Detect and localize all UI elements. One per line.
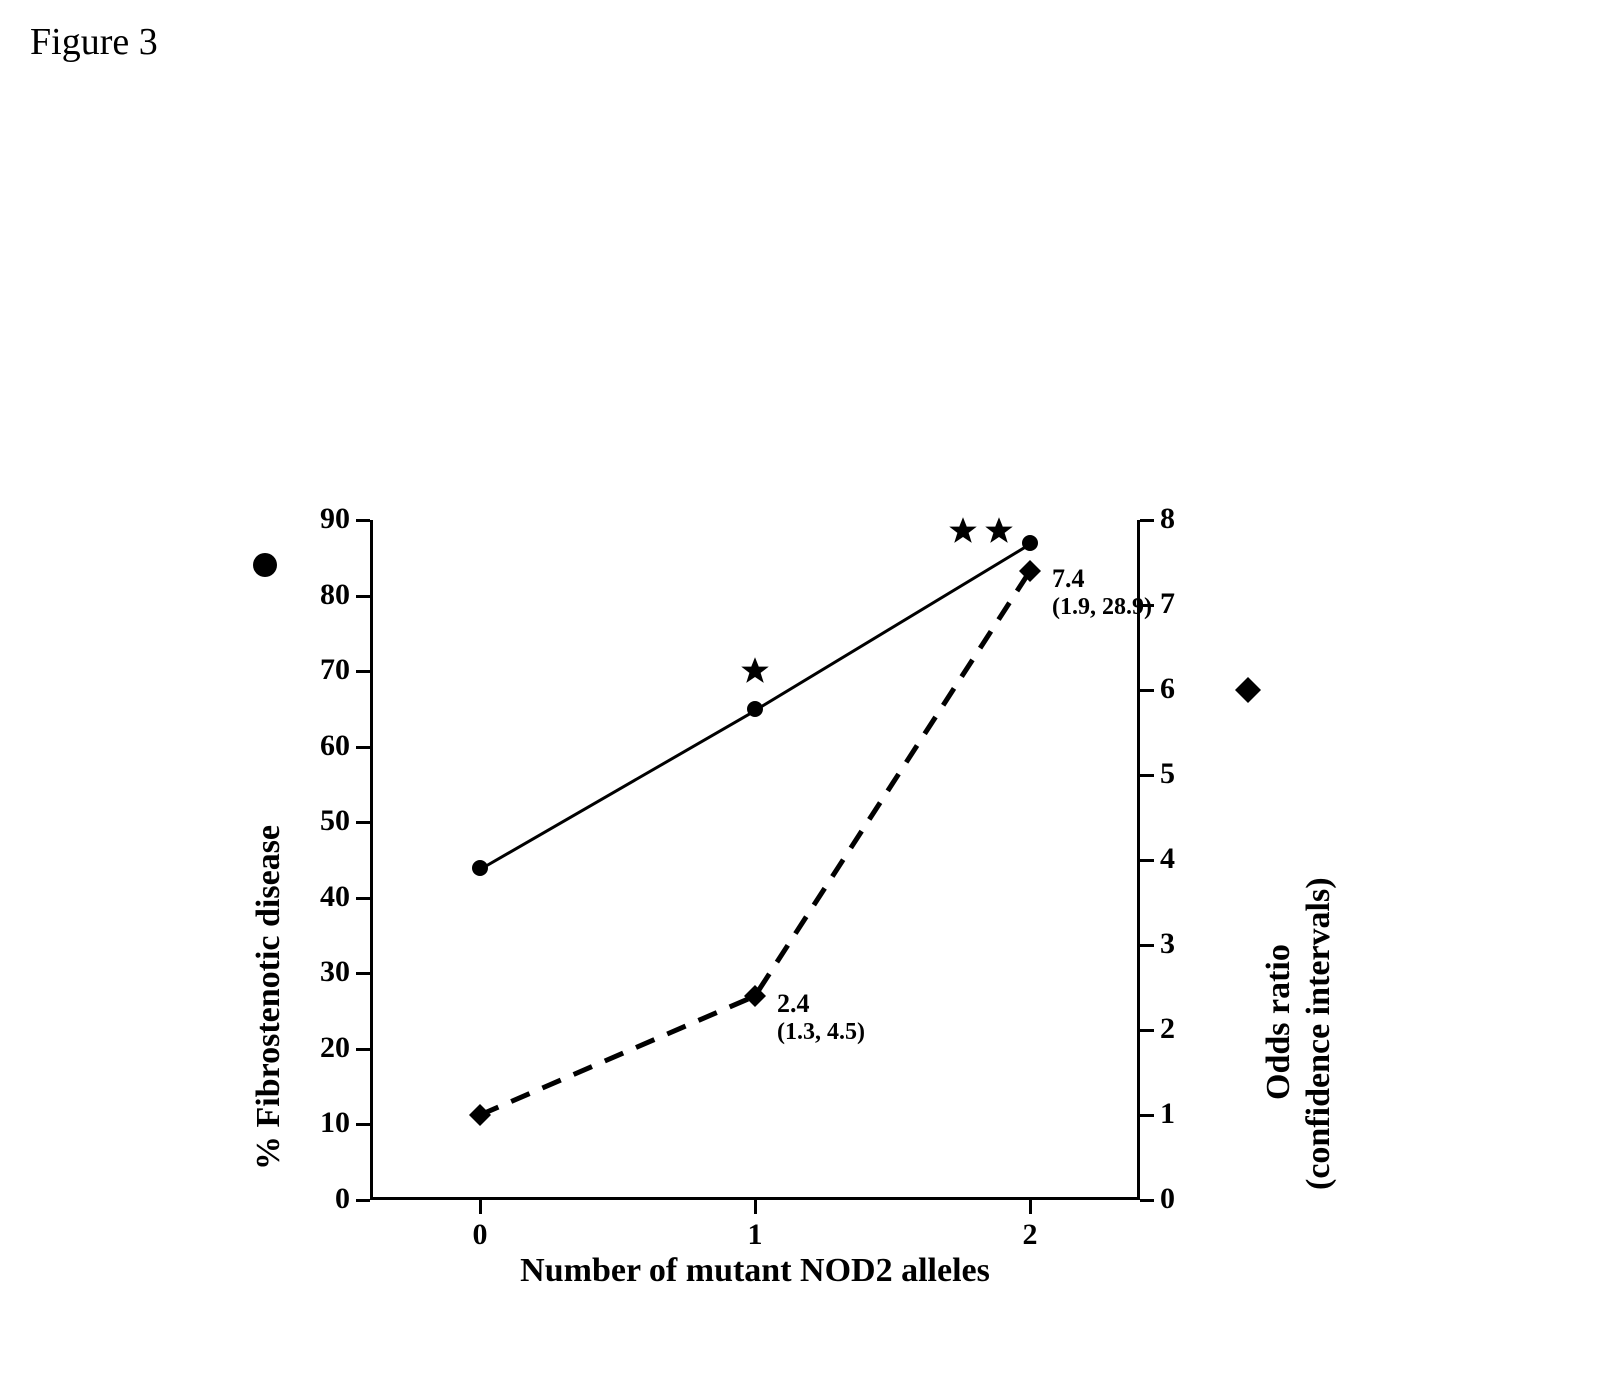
x-tick [479,1200,482,1214]
significance-star-icon [948,516,978,546]
y-right-tick-label: 7 [1160,587,1175,621]
y-left-tick-label: 70 [290,653,350,687]
y-left-tick [356,670,370,673]
y-left-tick-label: 0 [290,1182,350,1216]
y-right-tick [1140,859,1154,862]
y-right-tick [1140,519,1154,522]
y-left-legend-circle-icon [253,553,277,577]
y-right-tick-label: 3 [1160,927,1175,961]
y-right-tick [1140,1199,1154,1202]
y-left-tick-label: 50 [290,804,350,838]
significance-star-icon [740,656,770,686]
y-left-tick [356,897,370,900]
y-left-tick [356,595,370,598]
y-left-tick [356,1123,370,1126]
y-right-tick [1140,944,1154,947]
y-right-tick [1140,1029,1154,1032]
y-right-tick-label: 4 [1160,842,1175,876]
y-right-tick-label: 8 [1160,502,1175,536]
chart-plot-area: 0102030405060708090012345678012Number of… [370,520,1140,1200]
y-right-axis-title-line2: (confidence intervals) [1300,877,1338,1190]
x-axis-title: Number of mutant NOD2 alleles [475,1252,1035,1290]
y-right-axis-title-line1: Odds ratio [1260,944,1298,1100]
x-tick [1029,1200,1032,1214]
y-left-tick [356,972,370,975]
y-right-tick [1140,689,1154,692]
x-tick-label: 0 [460,1218,500,1252]
y-left-tick [356,1048,370,1051]
y-right-tick-label: 6 [1160,672,1175,706]
y-right-legend-diamond-icon [1235,677,1261,703]
y-left-tick [356,519,370,522]
x-tick [754,1200,757,1214]
y-left-tick-label: 30 [290,955,350,989]
odds-ratio-annotation: 2.4(1.3, 4.5) [777,990,865,1045]
y-right-tick-label: 1 [1160,1097,1175,1131]
y-right-tick [1140,1114,1154,1117]
y-left-tick-label: 90 [290,502,350,536]
x-tick-label: 2 [1010,1218,1050,1252]
y-left-tick-label: 40 [290,880,350,914]
figure-label: Figure 3 [30,20,158,64]
odds-data-point [1019,560,1041,582]
y-right-tick [1140,774,1154,777]
y-left-tick-label: 20 [290,1031,350,1065]
y-left-tick [356,1199,370,1202]
y-right-tick-label: 5 [1160,757,1175,791]
odds-ratio-line [370,520,1140,1200]
y-left-tick [356,821,370,824]
y-left-tick-label: 80 [290,578,350,612]
y-left-tick-label: 10 [290,1106,350,1140]
y-right-tick-label: 0 [1160,1182,1175,1216]
y-left-tick [356,746,370,749]
odds-data-point [469,1104,491,1126]
odds-ratio-annotation: 7.4(1.9, 28.9) [1052,565,1152,620]
x-tick-label: 1 [735,1218,775,1252]
odds-data-point [744,985,766,1007]
y-left-axis-title: % Fibrostenotic disease [250,825,288,1170]
y-left-tick-label: 60 [290,729,350,763]
y-right-tick-label: 2 [1160,1012,1175,1046]
significance-star-icon [984,516,1014,546]
